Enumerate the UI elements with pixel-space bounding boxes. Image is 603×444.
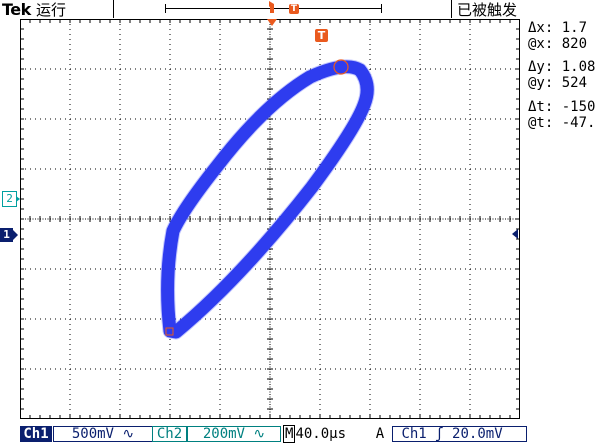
ch2-menu-button[interactable]: Ch2 [152, 426, 187, 442]
delta-y-row: Δy: 1.08 [528, 60, 595, 75]
lissajous-loop-trace [161, 60, 374, 339]
record-window-mark [270, 4, 274, 13]
lissajous-loop-edge [160, 59, 375, 340]
ch2-ground-marker[interactable]: 2 [2, 191, 17, 207]
ch2-volts-per-div[interactable]: 200mV ∿ [187, 426, 281, 442]
trigger-level-arrow-icon[interactable] [512, 229, 518, 239]
at-t-row: @t: -47. [528, 116, 595, 131]
trigger-level-icon[interactable]: T [315, 29, 328, 42]
trigger-slope-icon: ʃ [435, 426, 444, 442]
timebase-readout[interactable]: M 40.0µs [283, 425, 359, 443]
ch1-menu-button[interactable]: Ch1 [20, 426, 52, 442]
graticule [20, 19, 520, 419]
at-t-label: @t: [528, 115, 554, 131]
delta-x-label: Δx: [528, 20, 554, 36]
divider [451, 0, 452, 18]
delta-y-value: 1.08 [561, 59, 596, 75]
run-status[interactable]: 运行 [36, 1, 67, 19]
cursor-point-upper[interactable] [333, 59, 349, 75]
record-window-indicator [165, 4, 382, 13]
scope-display [20, 19, 520, 419]
trigger-level: 20.0mV [452, 426, 503, 442]
trigger-position-marker-icon[interactable] [267, 19, 277, 26]
delta-t-value: -150 [561, 99, 596, 115]
cursor-readouts: Δx: 1.7 @x: 820 Δy: 1.08 @y: 524 Δt: -15… [528, 20, 603, 140]
record-position-flag-icon [269, 1, 274, 7]
top-status-bar: Tek 运行 T 已被触发 [0, 0, 603, 20]
at-y-label: @y: [528, 75, 554, 91]
cursor-point-lower[interactable] [165, 327, 174, 336]
bottom-status-bar: Ch1 500mV ∿ Ch2 200mV ∿ M 40.0µs A Ch1 ʃ … [0, 424, 603, 444]
ch2-marker-arrow-icon [16, 196, 20, 202]
trigger-readout[interactable]: Ch1 ʃ 20.0mV [392, 426, 527, 442]
at-x-row: @x: 820 [528, 37, 587, 52]
trigger-source: Ch1 [401, 426, 427, 442]
delta-x-value: 1.7 [561, 20, 588, 36]
delta-y-label: Δy: [528, 59, 554, 75]
brand-logo: Tek [2, 0, 31, 19]
timebase-value: 40.0µs [295, 426, 347, 442]
at-x-label: @x: [528, 36, 554, 52]
ch1-marker-arrow-icon [13, 230, 18, 240]
delta-x-row: Δx: 1.7 [528, 21, 587, 36]
at-x-value: 820 [561, 36, 588, 52]
delta-t-label: Δt: [528, 99, 554, 115]
trigger-mode[interactable]: A [375, 426, 385, 442]
at-t-value: -47. [561, 115, 596, 131]
divider [113, 0, 114, 18]
ch1-volts-per-div[interactable]: 500mV ∿ [53, 426, 153, 442]
at-y-value: 524 [561, 75, 588, 91]
xy-trace [160, 59, 375, 340]
trigger-status: 已被触发 [457, 1, 518, 19]
timebase-main-label: M [283, 425, 296, 443]
delta-t-row: Δt: -150 [528, 100, 595, 115]
ch1-ground-marker[interactable]: 1 [0, 228, 13, 242]
trigger-point-icon: T [289, 4, 299, 14]
at-y-row: @y: 524 [528, 76, 587, 91]
